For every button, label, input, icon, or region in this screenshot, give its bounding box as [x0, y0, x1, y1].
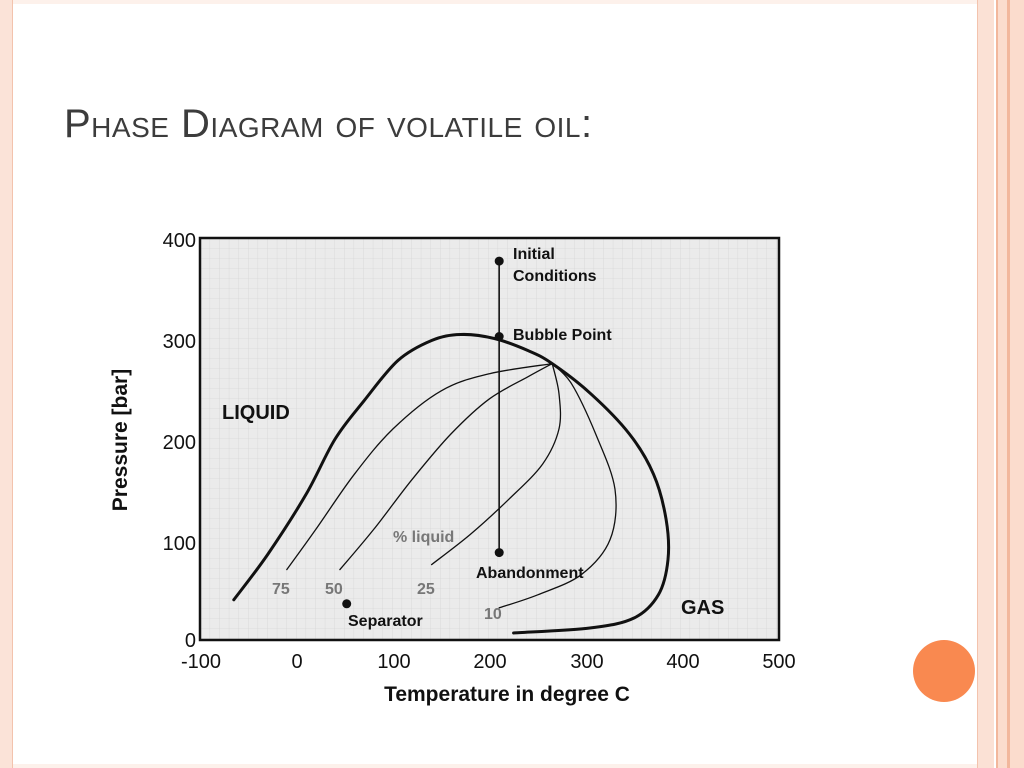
- frame-left: [0, 0, 13, 768]
- y-tick-0: 0: [185, 630, 196, 652]
- frame-bottom: [12, 764, 977, 768]
- phase-envelope-curve: [232, 332, 671, 635]
- frame-top: [12, 0, 977, 4]
- abandonment-point: [494, 548, 504, 558]
- frame-right-outer: [996, 0, 1024, 768]
- quality-line-50: [339, 362, 553, 571]
- abandonment-label: Abandonment: [476, 565, 584, 582]
- bubble-point-marker: [494, 332, 504, 341]
- x-tick-300: 300: [570, 651, 603, 673]
- y-axis-title: Pressure [bar]: [109, 369, 132, 511]
- frame-right-inner: [977, 0, 994, 768]
- slide-title: Phase Diagram of volatile oil:: [64, 102, 593, 146]
- x-tick-400: 400: [666, 651, 699, 673]
- y-tick-200: 200: [163, 432, 196, 454]
- quality-25-label: 25: [417, 581, 435, 598]
- initial-conditions-label-line1: Initial: [513, 246, 555, 263]
- initial-conditions-point: [494, 256, 504, 266]
- liquid-region-label: LIQUID: [222, 402, 290, 424]
- quality-50-label: 50: [325, 581, 343, 598]
- x-tick-100: 100: [377, 651, 410, 673]
- y-tick-300: 300: [163, 331, 196, 353]
- x-axis-title: Temperature in degree C: [384, 683, 630, 706]
- markers-layer: [342, 256, 504, 609]
- quality-75-label: 75: [272, 581, 290, 598]
- phase-diagram: 400 300 200 100 0 -100 0 100 200 300 400…: [109, 230, 796, 706]
- percent-liquid-label: % liquid: [393, 529, 454, 546]
- separator-point: [342, 599, 352, 609]
- initial-conditions-label-line2: Conditions: [513, 268, 597, 285]
- plot-grid: [200, 238, 779, 640]
- x-tick-minus100: -100: [181, 651, 221, 673]
- quality-line-10: [498, 362, 617, 609]
- separator-label: Separator: [348, 613, 423, 630]
- x-tick-0: 0: [291, 651, 302, 673]
- quality-10-label: 10: [484, 606, 502, 623]
- bubble-point-label: Bubble Point: [513, 327, 612, 344]
- orange-circle-decoration: [913, 640, 975, 702]
- gas-region-label: GAS: [681, 597, 724, 619]
- quality-line-75: [286, 362, 553, 571]
- x-tick-200: 200: [473, 651, 506, 673]
- plot-border: [198, 236, 781, 642]
- y-tick-100: 100: [163, 533, 196, 555]
- curves-layer: [232, 260, 671, 635]
- x-tick-500: 500: [762, 651, 795, 673]
- quality-line-25: [430, 362, 562, 566]
- y-tick-400: 400: [163, 230, 196, 252]
